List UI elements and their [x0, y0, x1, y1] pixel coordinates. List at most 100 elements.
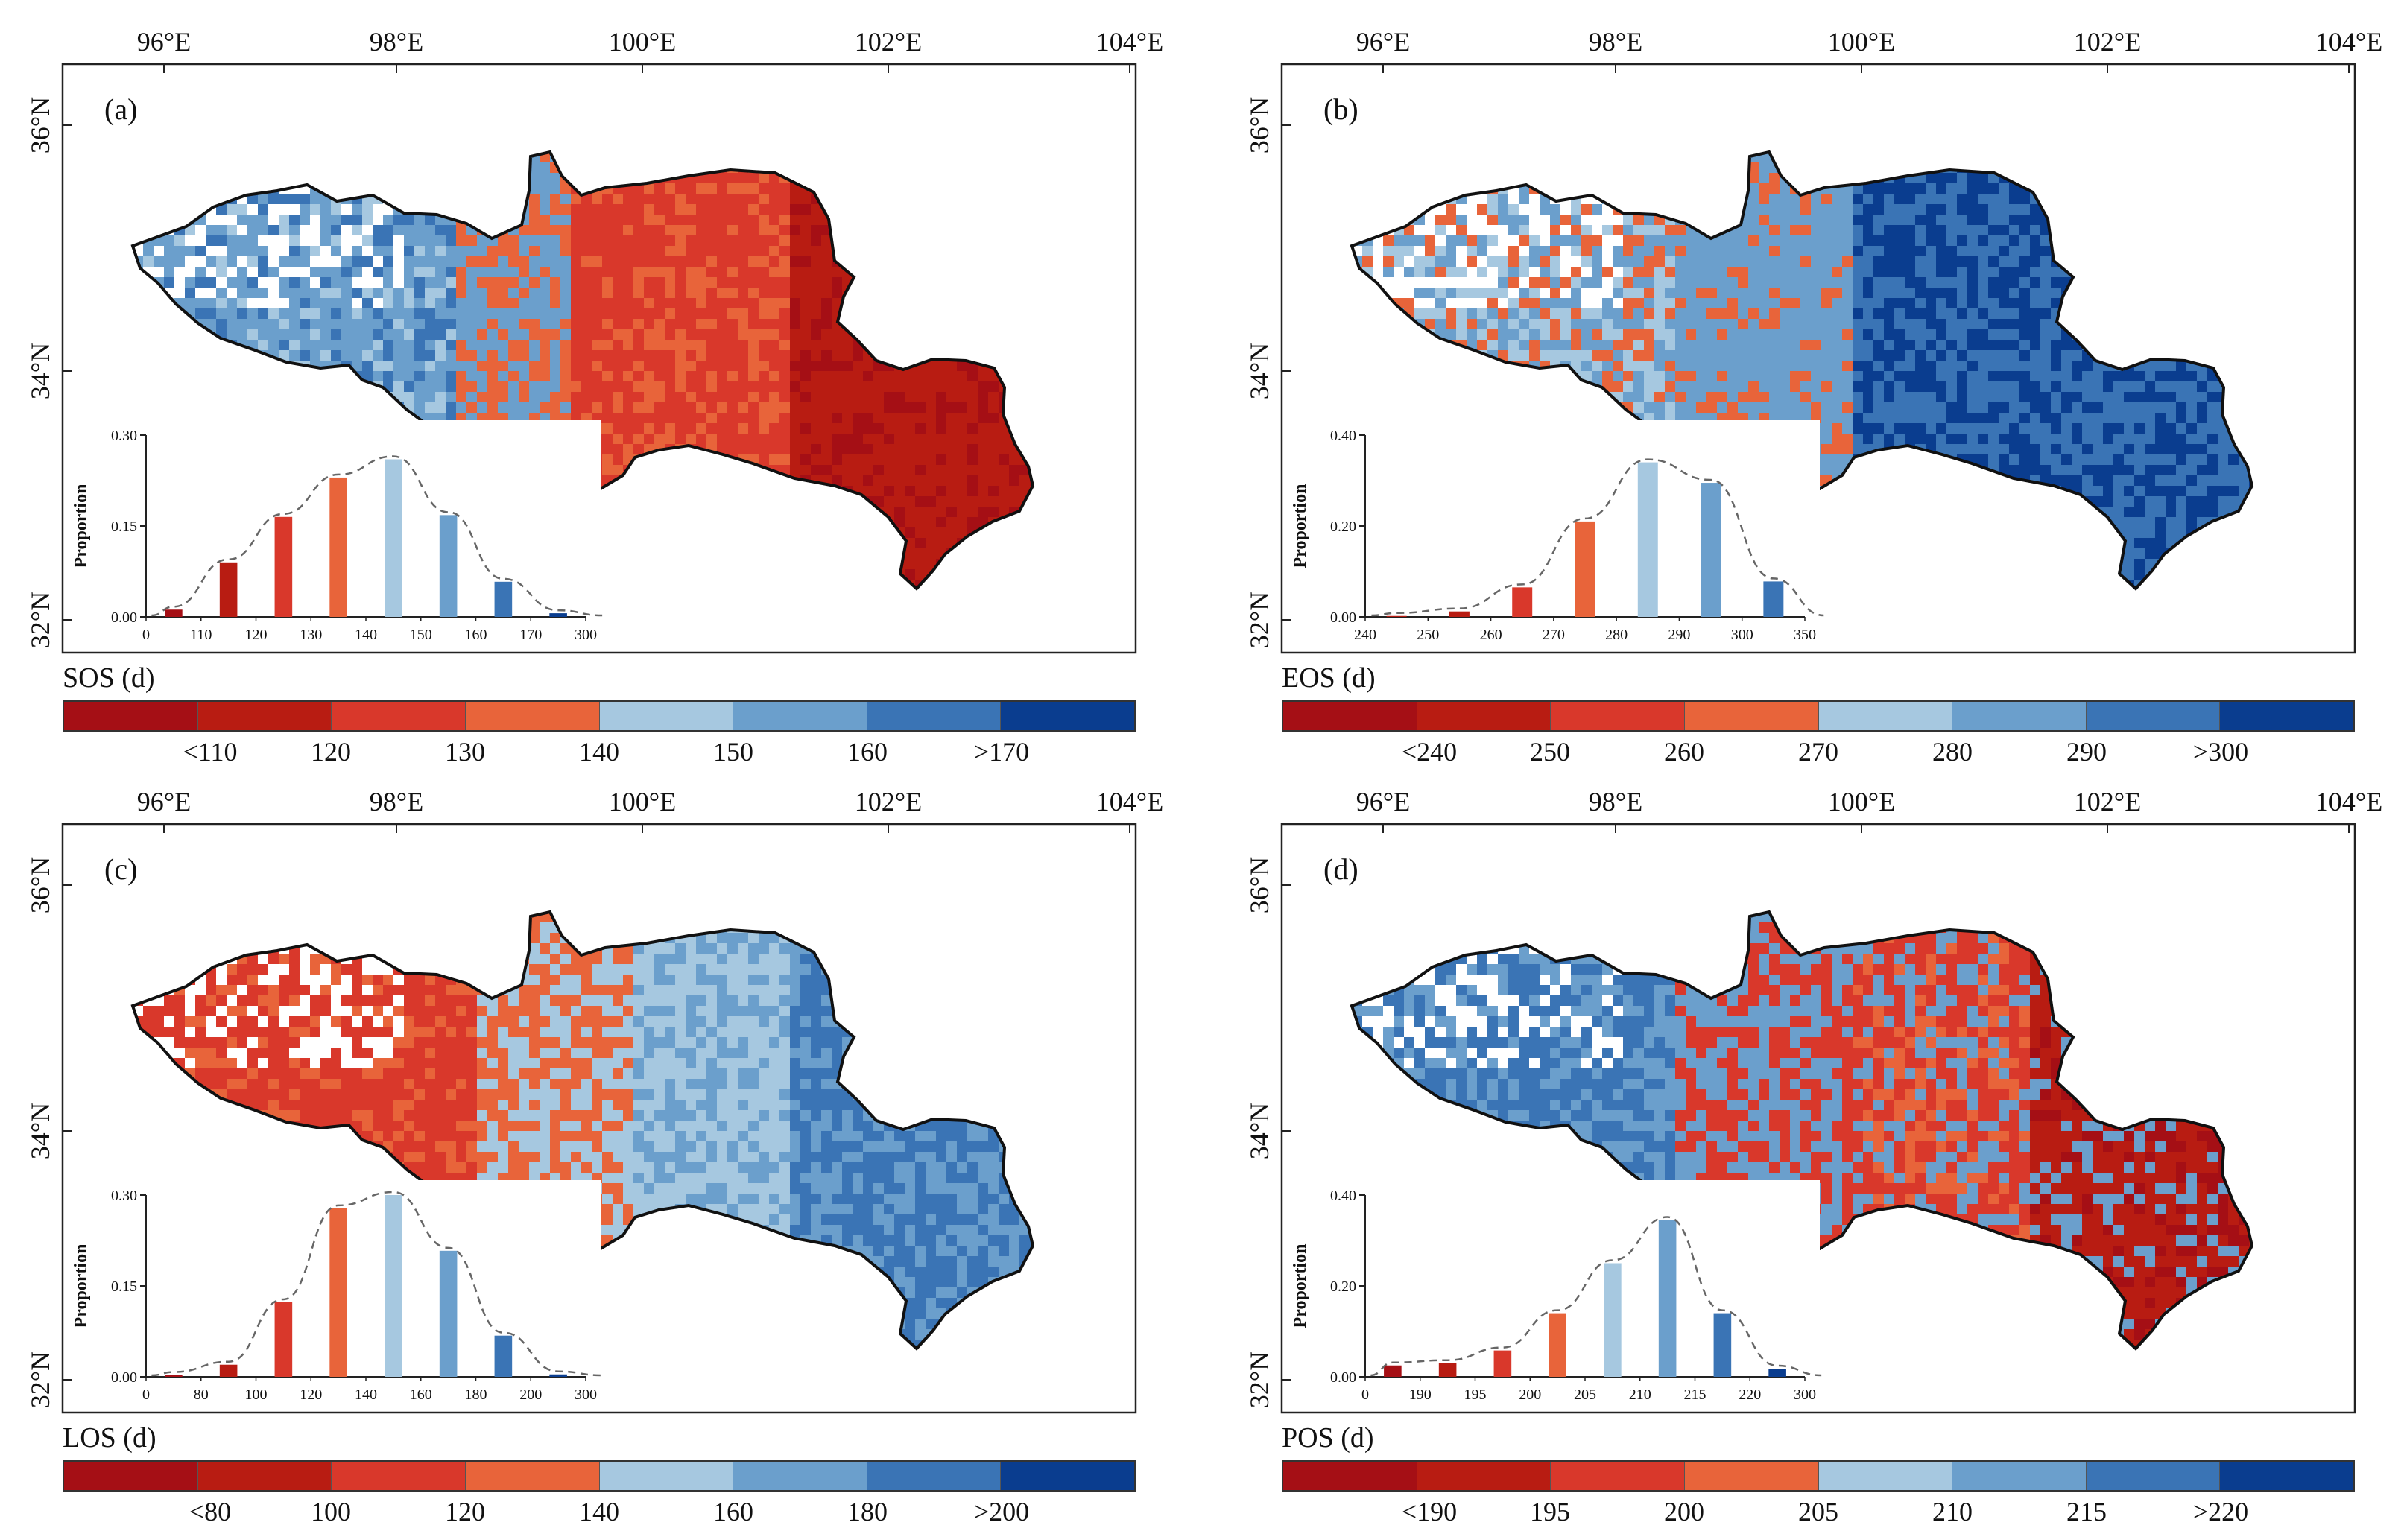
colorbar-label: <240 [1401, 737, 1458, 767]
lon-label: 102°E [855, 27, 922, 57]
colorbar-swatch [64, 702, 198, 730]
lat-label: 36°N [1244, 97, 1274, 153]
colorbar-swatch [1818, 702, 1953, 730]
inset-histogram: 0.00 0.15 0.30 Proportion 0 80 100 120 140 160 180… [72, 1180, 603, 1407]
histogram-bar [1449, 611, 1470, 617]
fit-curve [1371, 458, 1824, 617]
colorbar-swatch [1684, 702, 1819, 730]
map-svg: 96°E 98°E 100°E 102°E 104°E 36°N 34°N 32°N (a) 0.… [25, 27, 1163, 654]
colorbar-label: <190 [1401, 1497, 1458, 1527]
lat-label: 36°N [1244, 857, 1274, 913]
x-tick-label: 300 [575, 1387, 597, 1403]
fit-curve [151, 455, 603, 617]
colorbar [63, 700, 1136, 732]
lat-label: 36°N [25, 97, 55, 153]
lat-label: 34°N [1244, 343, 1274, 399]
colorbar-swatch [1818, 1462, 1953, 1490]
histogram-bar [549, 1374, 567, 1377]
x-tick-label: 0 [1361, 1387, 1369, 1403]
colorbar-swatch [332, 702, 466, 730]
x-tick-label: 170 [519, 627, 542, 643]
colorbar-label: 140 [579, 737, 619, 767]
y-tick-label: 0.20 [1330, 1278, 1356, 1295]
lon-label: 98°E [1589, 27, 1642, 57]
colorbar [1282, 700, 2355, 732]
histogram-bg [139, 420, 601, 647]
colorbar-swatch [1417, 702, 1551, 730]
colorbar-label: <80 [189, 1497, 232, 1527]
map-frame [1280, 63, 2356, 654]
x-tick-label: 240 [1354, 627, 1376, 643]
colorbar-label: 205 [1798, 1497, 1838, 1527]
x-tick-label: 200 [1519, 1387, 1541, 1403]
inset-histogram: 0.00 0.20 0.40 Proportion 0 190 195 200 205 210 21… [1291, 1180, 1822, 1407]
x-tick-label: 0 [142, 627, 150, 643]
colorbar-swatch [599, 1462, 734, 1490]
histogram-bar [1512, 587, 1533, 617]
x-tick-label: 290 [1668, 627, 1690, 643]
x-tick-label: 200 [519, 1387, 542, 1403]
y-tick-label: 0.30 [111, 428, 137, 444]
colorbar-swatch [1283, 702, 1417, 730]
colorbar-title: SOS (d) [63, 662, 155, 694]
histogram-bar [1713, 1313, 1732, 1377]
x-tick-label: 215 [1684, 1387, 1706, 1403]
colorbar-label: 270 [1798, 737, 1838, 767]
map-frame [1280, 823, 2356, 1414]
histogram-bar [385, 459, 402, 617]
lat-label: 36°N [25, 857, 55, 913]
histogram-bar [1386, 615, 1407, 617]
lon-label: 102°E [855, 787, 922, 817]
x-tick-label: 0 [142, 1387, 150, 1403]
histogram-bar [439, 1250, 458, 1377]
lat-label: 32°N [1244, 1352, 1274, 1408]
colorbar-swatch [2220, 1462, 2353, 1490]
histogram-bar [329, 477, 347, 617]
colorbar-swatch [332, 1462, 466, 1490]
panel-letter: (a) [104, 92, 137, 126]
colorbar-label: 215 [2066, 1497, 2107, 1527]
colorbar-swatch [1952, 1462, 2087, 1490]
histogram-bg [1358, 1180, 1820, 1407]
map-svg: 96°E 98°E 100°E 102°E 104°E 36°N 34°N 32°N (b) 0.… [1244, 27, 2382, 654]
x-tick-label: 150 [410, 627, 432, 643]
colorbar [1282, 1460, 2355, 1492]
histogram-bar [1604, 1263, 1622, 1377]
colorbar-label: 200 [1664, 1497, 1704, 1527]
panel-letter: (b) [1323, 92, 1358, 126]
histogram-bar [385, 1195, 402, 1377]
histogram-bar [165, 1375, 183, 1377]
x-tick-label: 260 [1480, 627, 1502, 643]
lon-label: 104°E [2315, 27, 2382, 57]
panel-c: 96°E 98°E 100°E 102°E 104°E 36°N 34°N 32°N (c) 0.… [0, 760, 1185, 1527]
lon-label: 104°E [2315, 787, 2382, 817]
x-tick-label: 250 [1417, 627, 1439, 643]
histogram-bar [274, 516, 293, 617]
colorbar-swatch [1283, 1462, 1417, 1490]
x-tick-label: 210 [1629, 1387, 1651, 1403]
colorbar-label: 150 [713, 737, 753, 767]
x-tick-label: 100 [245, 1387, 268, 1403]
x-tick-label: 160 [410, 1387, 432, 1403]
lon-label: 98°E [370, 27, 423, 57]
histogram-bar [494, 1335, 513, 1377]
x-tick-label: 110 [190, 627, 212, 643]
colorbar-swatch [733, 702, 867, 730]
histogram-bar [549, 613, 567, 617]
x-tick-label: 220 [1739, 1387, 1761, 1403]
lon-label: 98°E [370, 787, 423, 817]
lon-label: 102°E [2074, 787, 2141, 817]
inset-histogram: 0.00 0.15 0.30 Proportion 0 110 120 130 140 150 16… [72, 420, 603, 647]
colorbar-swatch [2086, 1462, 2221, 1490]
colorbar-label: 195 [1530, 1497, 1570, 1527]
map-frame [61, 63, 1137, 654]
x-tick-label: 80 [194, 1387, 209, 1403]
panel-letter: (d) [1323, 852, 1358, 886]
colorbar-label: 250 [1530, 737, 1570, 767]
colorbar-swatch [64, 1462, 198, 1490]
colorbar-label: >300 [2192, 737, 2249, 767]
x-tick-label: 300 [1731, 627, 1753, 643]
x-tick-label: 130 [300, 627, 322, 643]
histogram-bar [219, 1364, 238, 1377]
histogram-bar [1438, 1363, 1457, 1377]
